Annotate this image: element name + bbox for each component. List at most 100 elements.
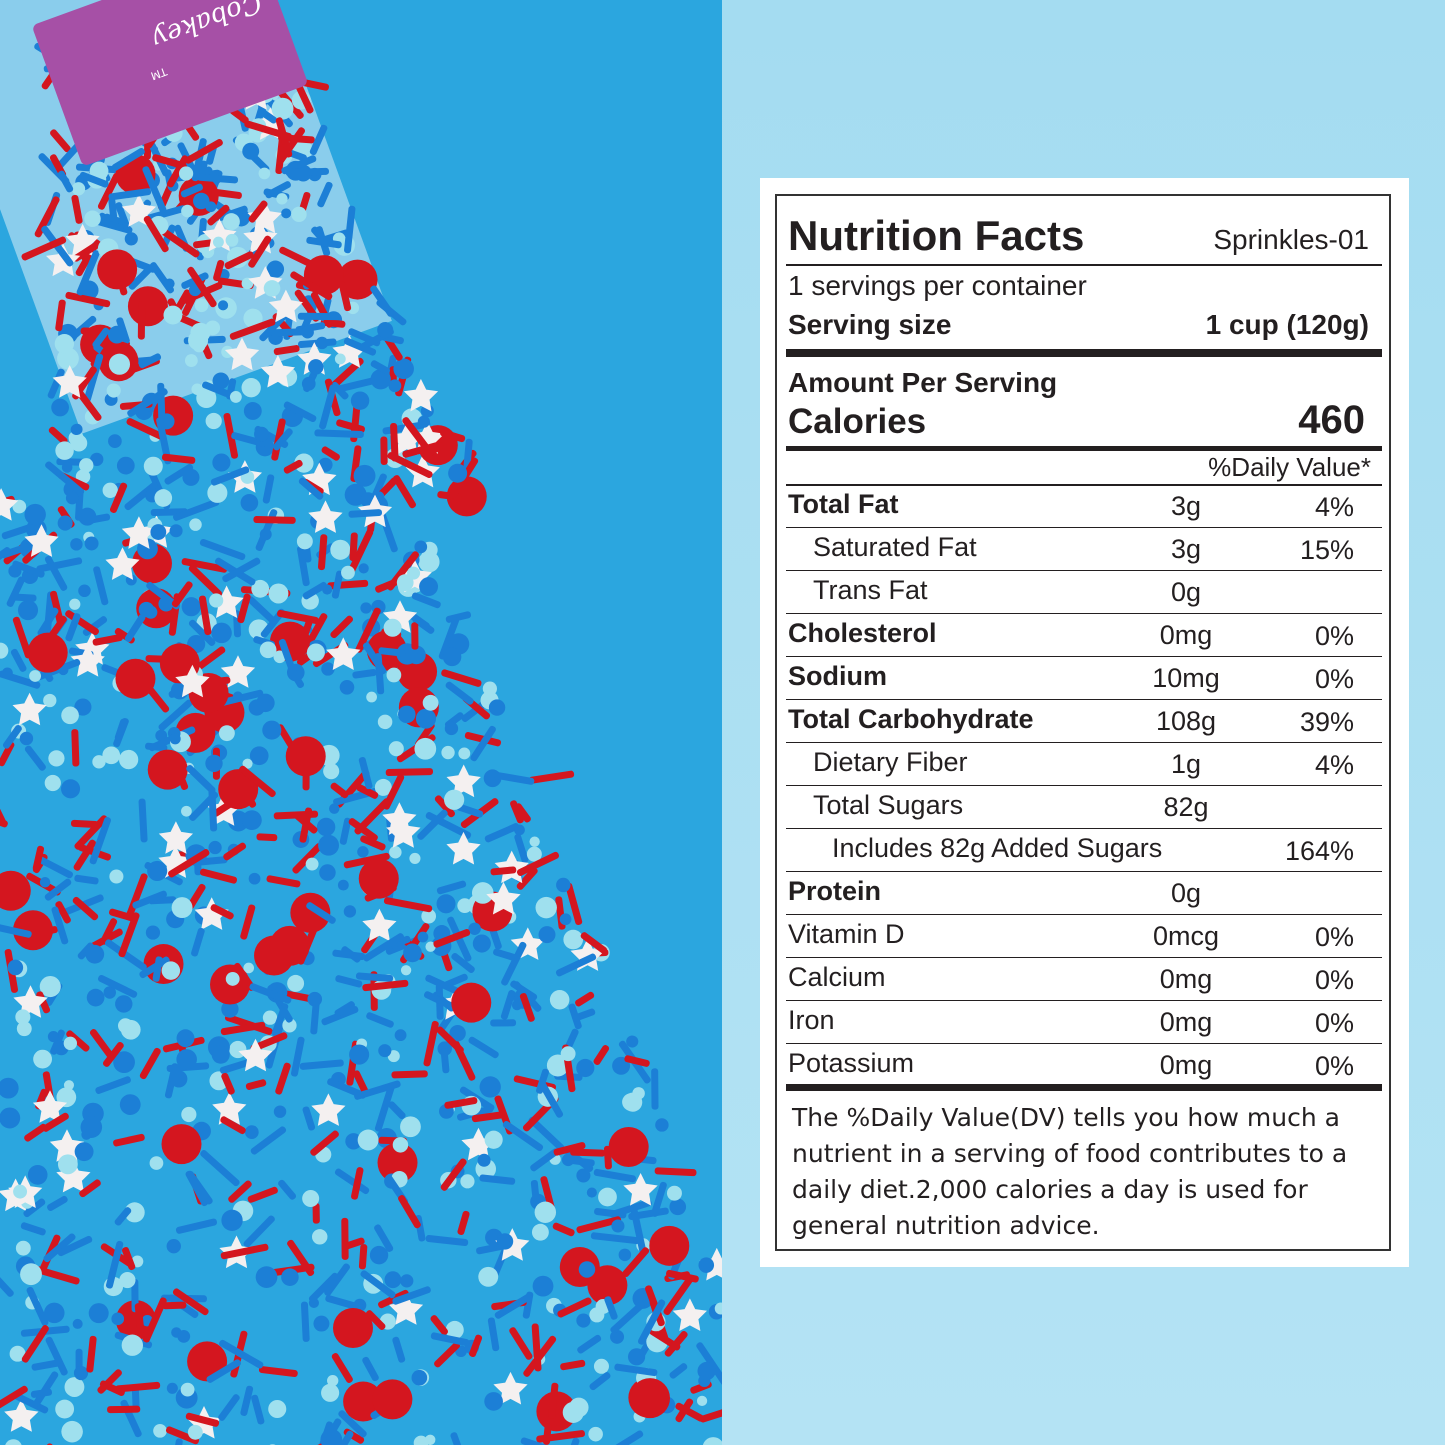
sprinkle-jimmy [199, 868, 238, 884]
sprinkle-jimmy [388, 935, 411, 949]
sprinkle-bead [627, 1348, 646, 1366]
sprinkle-jimmy [436, 880, 467, 895]
sprinkle-jimmy [664, 1331, 688, 1357]
sprinkle-bead [291, 206, 307, 223]
sprinkle-jimmy [572, 1008, 596, 1022]
sprinkle-jimmy [45, 1336, 68, 1376]
sprinkle-bead [414, 737, 437, 760]
sprinkle-jimmy [594, 1207, 627, 1219]
sprinkle-bead [282, 1018, 297, 1033]
sprinkle-pearl [285, 736, 326, 777]
sprinkle-jimmy [164, 463, 194, 485]
nutrient-row: Dietary Fiber 1g 4% [786, 743, 1382, 786]
sprinkle-bead [329, 803, 340, 814]
sprinkle-bead [316, 817, 336, 837]
sprinkle-jimmy [530, 1148, 559, 1172]
row-divider [786, 741, 1382, 743]
sprinkle-jimmy [601, 1430, 644, 1445]
sprinkle-jimmy [248, 235, 272, 268]
sprinkle-jimmy [36, 557, 83, 573]
sprinkle-star [388, 1292, 424, 1325]
sprinkle-bead [78, 584, 91, 598]
sprinkle-jimmy [72, 240, 102, 262]
sprinkle-bead [60, 779, 81, 799]
sprinkle-jimmy [644, 1285, 665, 1327]
sprinkle-bead [44, 774, 61, 792]
sprinkle-jimmy [637, 1299, 666, 1345]
sprinkle-jimmy [351, 1167, 364, 1200]
sprinkle-jimmy [231, 432, 267, 448]
nutrient-daily-value: 39% [1299, 707, 1354, 737]
sprinkle-jimmy [118, 912, 140, 958]
sprinkle-bead [119, 1094, 141, 1115]
medium-divider [786, 446, 1382, 451]
sprinkle-bead [57, 515, 73, 531]
sprinkle-bead [17, 600, 39, 621]
sprinkle-bead [0, 1077, 19, 1099]
sprinkle-jimmy [358, 1244, 368, 1270]
sprinkle-jimmy [402, 417, 429, 450]
sprinkle-jimmy [206, 144, 217, 165]
nutrient-daily-value: 0% [1314, 965, 1354, 995]
sprinkle-jimmy [285, 167, 329, 176]
sprinkle-bead [323, 763, 340, 780]
sprinkle-jimmy [220, 1021, 266, 1036]
sprinkle-jimmy [531, 1323, 542, 1372]
sprinkle-bead [415, 708, 437, 729]
sprinkle-bead [169, 733, 181, 745]
sprinkle-bead [102, 746, 121, 765]
sprinkle-bead [78, 507, 97, 526]
sprinkle-bead [256, 693, 275, 713]
sprinkle-jimmy [152, 956, 163, 982]
sprinkle-bead [181, 805, 192, 817]
sprinkle-jimmy [240, 1385, 254, 1416]
sprinkle-bead [205, 412, 222, 430]
sprinkle-bead [74, 1142, 94, 1162]
sprinkle-jimmy [66, 1030, 90, 1052]
sprinkle-jimmy [184, 139, 223, 164]
divider [786, 264, 1382, 266]
sprinkle-bead [189, 518, 202, 531]
sprinkle-jimmy [44, 878, 72, 901]
sprinkle-jimmy [21, 1325, 49, 1363]
sprinkle-bead [563, 929, 584, 950]
sprinkle-jimmy [590, 1232, 640, 1245]
sprinkle-jimmy [292, 843, 323, 874]
sprinkle-jimmy [438, 617, 460, 660]
sprinkle-jimmy [187, 266, 217, 308]
sprinkle-pearl [303, 255, 344, 296]
sprinkle-jimmy [35, 1266, 80, 1285]
nutrient-name: Total Fat [788, 489, 899, 519]
sprinkle-jimmy [218, 1394, 240, 1421]
sprinkle-bead [243, 402, 262, 420]
sprinkle-jimmy [343, 337, 377, 356]
sprinkle-star [0, 488, 19, 521]
sprinkle-bead [366, 691, 377, 703]
sprinkle-star [12, 692, 47, 726]
sprinkle-jimmy [520, 1437, 565, 1445]
sprinkle-jimmy [362, 642, 387, 675]
sprinkle-bead [417, 931, 429, 943]
sprinkle-jimmy [663, 1274, 695, 1316]
sprinkle-jimmy [500, 989, 516, 1020]
sprinkle-jimmy [102, 1041, 124, 1067]
sprinkle-jimmy [171, 581, 193, 608]
sprinkle-bead [166, 1382, 178, 1394]
sprinkle-jimmy [45, 461, 85, 496]
sprinkle-bead [472, 934, 491, 953]
sprinkle-bead [57, 1154, 78, 1175]
sprinkle-jimmy [220, 1116, 246, 1135]
sprinkle-bead [13, 1184, 28, 1199]
sprinkle-jimmy [284, 990, 315, 1003]
sprinkle-jimmy [434, 795, 456, 818]
sprinkle-jimmy [250, 1032, 288, 1052]
sprinkle-jimmy [423, 1020, 439, 1067]
nutrient-amount: 1g [1170, 749, 1202, 779]
sprinkle-star [268, 289, 303, 323]
sprinkle-bead [149, 1156, 164, 1170]
sprinkle-bead [441, 745, 455, 760]
sprinkle-bead [294, 453, 314, 473]
sprinkle-jimmy [55, 901, 71, 924]
sprinkle-bead [211, 1045, 230, 1064]
sprinkle-star [158, 821, 193, 854]
